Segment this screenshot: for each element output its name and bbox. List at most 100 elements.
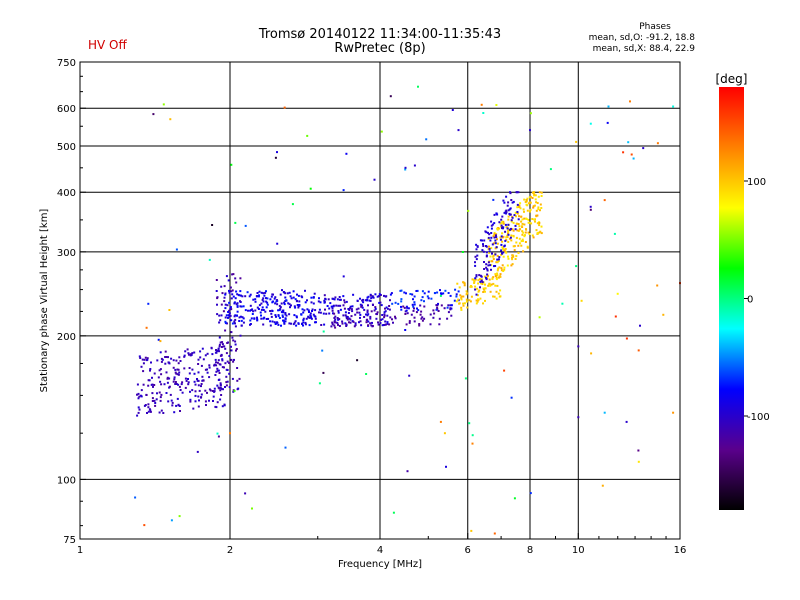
data-point	[412, 309, 415, 312]
data-point	[276, 151, 278, 154]
data-point	[206, 352, 209, 355]
data-point	[400, 300, 403, 303]
data-point	[217, 347, 220, 350]
data-point	[151, 376, 153, 379]
data-point	[230, 290, 233, 293]
data-point	[436, 291, 439, 294]
data-point	[499, 238, 502, 241]
data-point	[495, 261, 498, 264]
data-point	[500, 269, 503, 272]
data-point	[139, 357, 142, 359]
data-point	[512, 221, 515, 224]
data-point	[672, 411, 675, 414]
data-point	[331, 307, 334, 310]
data-point	[512, 254, 515, 257]
data-point	[397, 302, 400, 305]
data-point	[516, 212, 519, 215]
data-point	[287, 302, 290, 305]
data-point	[474, 264, 477, 267]
data-point	[531, 218, 534, 220]
x-tick-label: 1	[77, 545, 83, 556]
data-point	[501, 264, 504, 267]
data-point	[149, 368, 152, 370]
data-point	[333, 312, 336, 315]
data-point	[385, 323, 387, 326]
data-point	[308, 316, 311, 319]
data-point	[178, 371, 181, 374]
data-point	[391, 302, 394, 305]
data-point	[384, 307, 386, 310]
data-point	[496, 284, 499, 287]
data-point	[349, 307, 351, 310]
data-point	[224, 307, 227, 310]
data-point	[236, 379, 239, 382]
data-point	[336, 321, 339, 324]
data-point	[234, 325, 237, 328]
data-point	[510, 234, 513, 237]
data-point	[517, 229, 520, 232]
data-point	[508, 237, 511, 240]
data-point	[518, 237, 521, 240]
data-point	[214, 374, 217, 376]
data-point	[524, 241, 527, 243]
data-point	[142, 383, 145, 386]
data-point	[455, 295, 458, 298]
data-point	[402, 305, 405, 308]
data-point	[501, 215, 504, 218]
data-point	[400, 289, 403, 292]
data-point	[501, 246, 504, 249]
data-point	[447, 292, 450, 294]
data-point	[253, 317, 256, 320]
data-point	[511, 228, 514, 231]
data-point	[230, 349, 233, 352]
data-point	[348, 321, 350, 324]
data-point	[342, 189, 345, 192]
data-point	[265, 297, 267, 300]
data-point	[179, 410, 181, 412]
data-point	[493, 295, 496, 298]
data-point	[283, 303, 286, 306]
data-point	[324, 298, 327, 301]
data-point	[359, 320, 362, 323]
data-point	[488, 245, 490, 248]
data-point	[246, 291, 249, 294]
data-point	[178, 385, 181, 388]
data-point	[517, 218, 520, 221]
data-point	[511, 263, 514, 266]
data-point	[408, 320, 411, 323]
data-point	[501, 220, 504, 223]
data-point	[234, 322, 236, 325]
data-point	[221, 366, 224, 369]
x-tick-label: 2	[227, 545, 233, 556]
data-point	[249, 309, 252, 312]
data-point	[284, 313, 287, 316]
data-point	[493, 265, 495, 268]
data-point	[289, 295, 292, 298]
data-point	[322, 312, 325, 315]
data-point	[230, 345, 232, 348]
data-point	[421, 319, 424, 322]
data-point	[528, 196, 531, 199]
data-point	[341, 320, 344, 323]
data-point	[404, 313, 407, 315]
data-point	[512, 234, 515, 237]
data-point	[187, 381, 190, 384]
data-point	[496, 242, 499, 245]
data-point	[319, 311, 322, 314]
data-point	[224, 322, 227, 325]
data-point	[333, 324, 336, 327]
data-point	[290, 304, 292, 307]
data-point	[529, 129, 531, 132]
data-point	[525, 218, 528, 220]
data-point	[247, 309, 249, 312]
data-point	[200, 385, 202, 388]
data-point	[515, 241, 518, 244]
data-point	[349, 305, 352, 308]
data-point	[156, 392, 158, 395]
data-point	[232, 339, 235, 342]
data-point	[138, 408, 141, 411]
data-point	[226, 322, 228, 325]
data-point	[519, 202, 522, 205]
data-point	[489, 264, 492, 267]
data-point	[221, 343, 224, 346]
